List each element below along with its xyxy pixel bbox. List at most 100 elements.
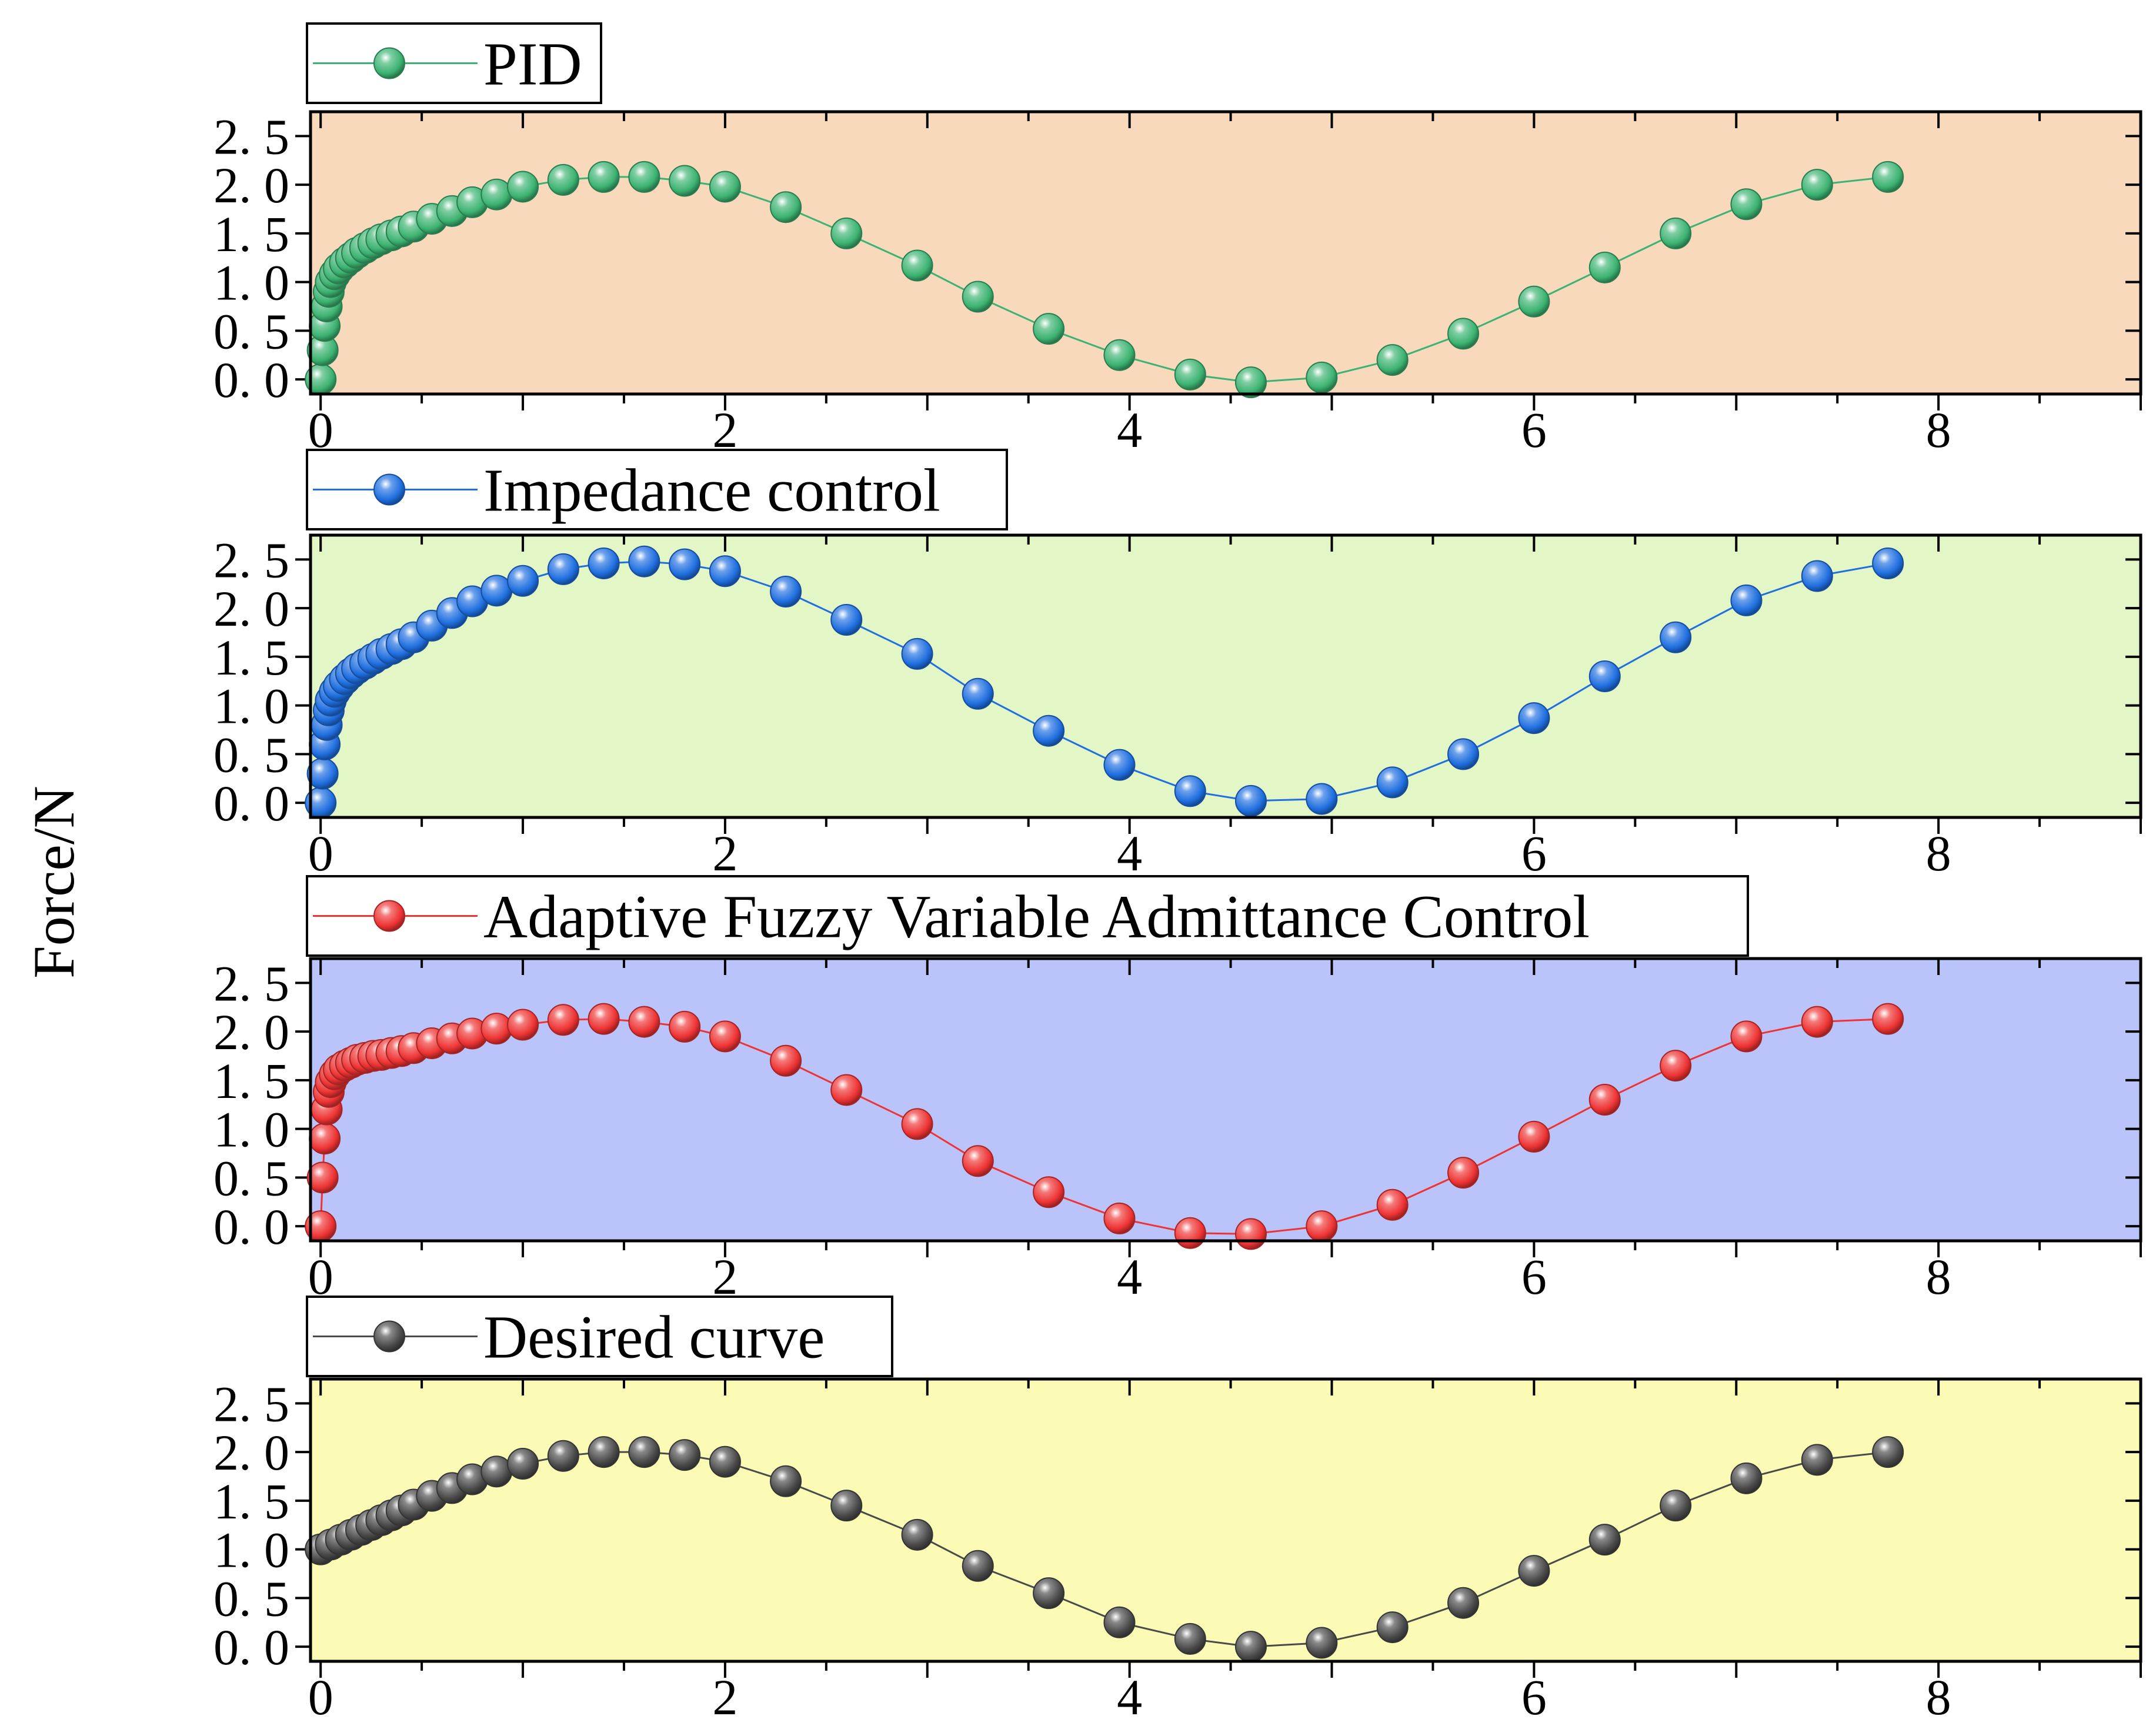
data-point — [1801, 1006, 1833, 1038]
data-point — [901, 1108, 933, 1140]
y-tick-label: 2. 5 — [213, 108, 289, 165]
data-point — [1234, 1631, 1267, 1663]
data-point — [628, 545, 660, 577]
data-point — [1376, 1189, 1409, 1221]
data-point — [1234, 366, 1267, 399]
legend: Adaptive Fuzzy Variable Admittance Contr… — [306, 875, 1749, 957]
legend: Impedance control — [306, 449, 1008, 530]
data-point — [1588, 1524, 1621, 1556]
data-point — [1174, 358, 1206, 390]
data-point — [628, 1436, 660, 1468]
data-point — [962, 677, 994, 710]
data-point — [1801, 1444, 1833, 1476]
data-point — [1174, 1217, 1206, 1249]
x-tick-label: 8 — [1926, 1669, 1951, 1725]
x-tick-label: 6 — [1521, 1669, 1547, 1725]
x-tick-label: 4 — [1117, 402, 1142, 458]
data-point — [480, 1013, 513, 1045]
data-point — [1103, 749, 1136, 781]
x-tick-label: 0 — [308, 825, 333, 882]
x-tick-label: 6 — [1521, 825, 1547, 882]
data-point — [901, 249, 933, 282]
panel-4: 0 2 4 6 8 0. 00. 51. 01. 52. 02. 5 Desired cur… — [213, 1296, 2142, 1725]
data-point — [669, 165, 701, 197]
data-point — [1033, 715, 1065, 747]
y-tick-label: 0. 0 — [213, 1198, 289, 1255]
x-tick-label: 4 — [1117, 1248, 1142, 1305]
x-tick-label: 8 — [1926, 402, 1951, 458]
data-point — [1306, 783, 1338, 815]
data-point — [962, 281, 994, 313]
data-point — [1376, 1611, 1409, 1644]
plot-background — [311, 1379, 2141, 1661]
y-tick-label: 1. 0 — [213, 1522, 289, 1578]
data-point — [628, 161, 660, 193]
data-point — [1730, 188, 1763, 221]
data-point — [1447, 1587, 1480, 1619]
data-point — [1872, 1003, 1904, 1035]
data-point — [1518, 702, 1550, 735]
data-point — [1872, 1436, 1904, 1468]
y-tick-label: 0. 5 — [213, 1570, 289, 1627]
data-point — [830, 604, 863, 636]
data-point — [1033, 1577, 1065, 1610]
y-tick-label: 2. 5 — [213, 955, 289, 1011]
y-tick-label: 1. 5 — [213, 206, 289, 262]
plot-background — [311, 959, 2141, 1241]
data-point — [1234, 1218, 1267, 1250]
data-point — [770, 191, 802, 223]
data-point — [1660, 621, 1692, 653]
data-point — [547, 1440, 579, 1472]
y-tick-label: 2. 0 — [213, 1004, 289, 1060]
data-point — [1103, 1202, 1136, 1234]
data-point — [628, 1006, 660, 1038]
data-point — [1518, 285, 1550, 318]
data-point — [1801, 560, 1833, 592]
data-point — [1518, 1555, 1550, 1587]
data-point — [901, 1518, 933, 1551]
data-point — [1234, 784, 1267, 817]
data-point — [1376, 766, 1409, 799]
data-point — [830, 217, 863, 249]
data-point — [1447, 318, 1480, 350]
data-point — [669, 1439, 701, 1471]
y-tick-label: 1. 5 — [213, 629, 289, 686]
plot-frame — [309, 1377, 2142, 1663]
data-point — [770, 1465, 802, 1497]
data-point — [709, 1445, 741, 1478]
data-point — [1306, 1627, 1338, 1659]
data-point — [1447, 1157, 1480, 1189]
y-tick-label: 0. 5 — [213, 1150, 289, 1206]
data-point — [901, 637, 933, 670]
data-point — [588, 161, 620, 193]
data-point — [1660, 1050, 1692, 1082]
y-tick-label: 1. 0 — [213, 1101, 289, 1158]
y-tick-label: 0. 5 — [213, 303, 289, 359]
x-tick-label: 8 — [1926, 825, 1951, 882]
y-tick-label: 0. 0 — [213, 775, 289, 832]
y-tick-label: 0. 0 — [213, 1619, 289, 1675]
data-point — [1588, 251, 1621, 283]
y-tick-label: 0. 0 — [213, 352, 289, 408]
data-point — [507, 1448, 539, 1480]
data-point — [1376, 344, 1409, 376]
data-point — [1730, 1020, 1763, 1053]
legend-label: Desired curve — [483, 1304, 825, 1371]
data-point — [547, 163, 579, 196]
y-axis-label: Force/N — [21, 786, 86, 979]
data-point — [1588, 1084, 1621, 1116]
data-point — [1730, 1462, 1763, 1494]
data-point — [1730, 584, 1763, 616]
legend-marker — [373, 1320, 405, 1353]
x-tick-label: 2 — [712, 1669, 737, 1725]
data-point — [1801, 169, 1833, 201]
y-tick-label: 1. 5 — [213, 1053, 289, 1109]
legend-box — [306, 875, 1749, 957]
x-tick-label: 8 — [1926, 1248, 1951, 1305]
panel-2: 0 2 4 6 8 0. 00. 51. 01. 52. 02. 5 Impedance c… — [213, 449, 2142, 882]
y-tick-label: 1. 0 — [213, 678, 289, 735]
data-point — [1660, 1490, 1692, 1522]
legend-marker — [373, 473, 405, 506]
